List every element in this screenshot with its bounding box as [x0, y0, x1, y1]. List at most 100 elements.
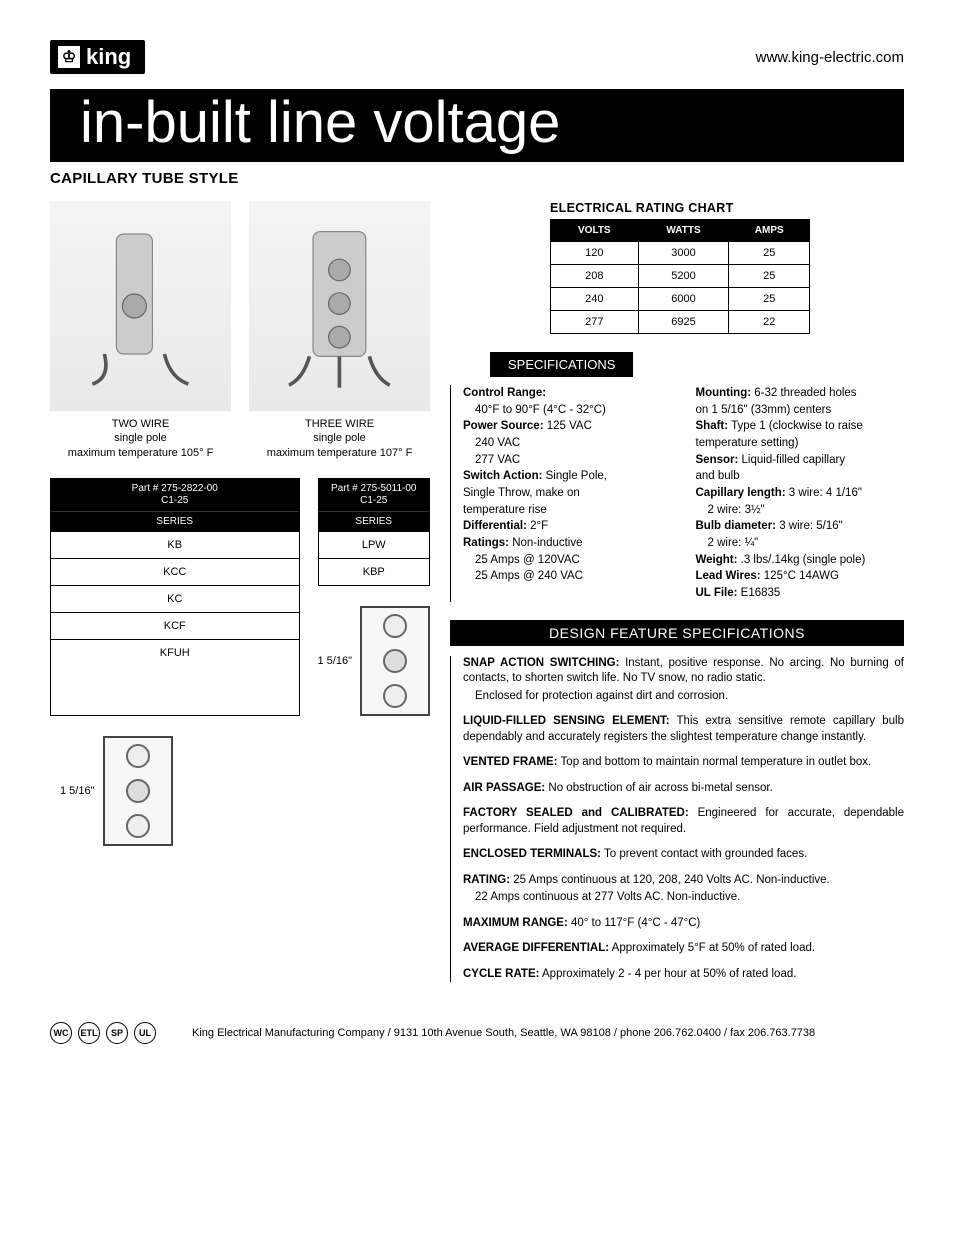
product-image-placeholder — [50, 201, 231, 411]
design-item: LIQUID-FILLED SENSING ELEMENT: This extr… — [463, 714, 904, 745]
series-part-header: Part # 275-2822-00 C1-25 — [51, 479, 299, 511]
series-row: KC — [51, 585, 299, 612]
rating-cell: 25 — [729, 242, 810, 265]
certification-icons: WCETLSPUL — [50, 1022, 156, 1044]
product-two-wire: TWO WIRE single pole maximum temperature… — [50, 201, 231, 460]
rating-row: 240600025 — [551, 288, 810, 311]
spec-line: 277 VAC — [463, 452, 672, 469]
product-label-line1: THREE WIRE — [249, 417, 430, 431]
page-title: in-built line voltage — [50, 89, 904, 162]
main-content: TWO WIRE single pole maximum temperature… — [50, 201, 904, 992]
rating-cell: 240 — [551, 288, 639, 311]
product-label-line3: maximum temperature 107° F — [249, 446, 430, 460]
specifications-block: Control Range:40°F to 90°F (4°C - 32°C)P… — [450, 385, 904, 602]
rating-cell: 25 — [729, 265, 810, 288]
design-item: RATING: 25 Amps continuous at 120, 208, … — [463, 873, 904, 889]
spec-item: Shaft: Type 1 (clockwise to raise — [696, 418, 905, 435]
design-subline: Enclosed for protection against dirt and… — [463, 689, 904, 705]
series-label-header: SERIES — [51, 511, 299, 531]
spec-line: 2 wire: ¼" — [696, 535, 905, 552]
product-label-line1: TWO WIRE — [50, 417, 231, 431]
rating-cell: 120 — [551, 242, 639, 265]
series-row: KBP — [319, 558, 430, 585]
spec-item: Differential: 2°F — [463, 518, 672, 535]
rating-cell: 3000 — [638, 242, 729, 265]
spec-line: 25 Amps @ 120VAC — [463, 552, 672, 569]
spec-item: Power Source: 125 VAC — [463, 418, 672, 435]
cert-icon: ETL — [78, 1022, 100, 1044]
spec-line: 240 VAC — [463, 435, 672, 452]
product-label-line2: single pole — [50, 431, 231, 445]
rating-header-cell: WATTS — [638, 220, 729, 242]
spec-item: Ratings: Non-inductive — [463, 535, 672, 552]
dimension-diagram-right: 1 5/16" — [318, 606, 431, 716]
product-label: TWO WIRE single pole maximum temperature… — [50, 417, 231, 460]
rating-chart-title: ELECTRICAL RATING CHART — [550, 201, 904, 215]
rating-row: 277692522 — [551, 311, 810, 334]
spec-column-left: Control Range:40°F to 90°F (4°C - 32°C)P… — [463, 385, 672, 602]
dimension-label: 1 5/16" — [60, 785, 95, 797]
series-row: KB — [51, 531, 299, 558]
spec-column-right: Mounting: 6-32 threaded holeson 1 5/16" … — [696, 385, 905, 602]
series-label-header: SERIES — [319, 511, 430, 531]
rating-cell: 6000 — [638, 288, 729, 311]
dimension-box-icon — [360, 606, 430, 716]
part-number-line1: Part # 275-5011-00 — [321, 483, 428, 495]
design-item: SNAP ACTION SWITCHING: Instant, positive… — [463, 656, 904, 687]
rating-chart-table: VOLTSWATTSAMPS 1203000252085200252406000… — [550, 219, 810, 334]
spec-item: Mounting: 6-32 threaded holes — [696, 385, 905, 402]
spec-line: 2 wire: 3½" — [696, 502, 905, 519]
website-url: www.king-electric.com — [756, 49, 904, 66]
spec-line: temperature rise — [463, 502, 672, 519]
design-item: AIR PASSAGE: No obstruction of air acros… — [463, 781, 904, 797]
rating-cell: 25 — [729, 288, 810, 311]
brand-text: king — [86, 44, 131, 70]
design-item: AVERAGE DIFFERENTIAL: Approximately 5°F … — [463, 941, 904, 957]
dimension-box-icon — [103, 736, 173, 846]
header-row: ♔ king www.king-electric.com — [50, 40, 904, 74]
design-features-block: SNAP ACTION SWITCHING: Instant, positive… — [450, 656, 904, 983]
spec-line: 40°F to 90°F (4°C - 32°C) — [463, 402, 672, 419]
design-item: MAXIMUM RANGE: 40° to 117°F (4°C - 47°C) — [463, 916, 904, 932]
spec-item: Bulb diameter: 3 wire: 5/16" — [696, 518, 905, 535]
subheading: CAPILLARY TUBE STYLE — [50, 170, 904, 187]
series-table-2: Part # 275-5011-00 C1-25 SERIES LPWKBP — [318, 478, 431, 586]
spec-line: and bulb — [696, 468, 905, 485]
spec-item: Capillary length: 3 wire: 4 1/16" — [696, 485, 905, 502]
product-image-placeholder — [249, 201, 430, 411]
rating-row: 120300025 — [551, 242, 810, 265]
product-three-wire: THREE WIRE single pole maximum temperatu… — [249, 201, 430, 460]
design-item: VENTED FRAME: Top and bottom to maintain… — [463, 755, 904, 771]
brand-logo: ♔ king — [50, 40, 145, 74]
spec-item: UL File: E16835 — [696, 585, 905, 602]
rating-cell: 277 — [551, 311, 639, 334]
spec-line: temperature setting) — [696, 435, 905, 452]
spec-line: on 1 5/16" (33mm) centers — [696, 402, 905, 419]
series-table-1: Part # 275-2822-00 C1-25 SERIES KBKCCKC K… — [50, 478, 300, 716]
design-item: CYCLE RATE: Approximately 2 - 4 per hour… — [463, 967, 904, 983]
rating-cell: 22 — [729, 311, 810, 334]
series-row: KCC — [51, 558, 299, 585]
right-column: ELECTRICAL RATING CHART VOLTSWATTSAMPS 1… — [450, 201, 904, 992]
design-features-header: DESIGN FEATURE SPECIFICATIONS — [450, 620, 904, 646]
rating-cell: 5200 — [638, 265, 729, 288]
spec-item: Lead Wires: 125°C 14AWG — [696, 568, 905, 585]
dimension-label: 1 5/16" — [318, 655, 353, 667]
specifications-header: SPECIFICATIONS — [490, 352, 633, 377]
series-part-header: Part # 275-5011-00 C1-25 — [319, 479, 430, 511]
part-number-line1: Part # 275-2822-00 — [53, 483, 297, 495]
logo-icon: ♔ — [58, 46, 80, 68]
product-label-line3: maximum temperature 105° F — [50, 446, 231, 460]
product-label-line2: single pole — [249, 431, 430, 445]
product-label: THREE WIRE single pole maximum temperatu… — [249, 417, 430, 460]
series-tables-row: Part # 275-2822-00 C1-25 SERIES KBKCCKC K… — [50, 478, 430, 716]
series-row: KFUH — [51, 639, 299, 666]
design-subline: 22 Amps continuous at 277 Volts AC. Non-… — [463, 890, 904, 906]
cert-icon: WC — [50, 1022, 72, 1044]
rating-row: 208520025 — [551, 265, 810, 288]
cert-icon: UL — [134, 1022, 156, 1044]
page-footer: WCETLSPUL King Electrical Manufacturing … — [50, 1022, 904, 1044]
series-row: LPW — [319, 531, 430, 558]
design-item: FACTORY SEALED and CALIBRATED: Engineere… — [463, 806, 904, 837]
product-images-row: TWO WIRE single pole maximum temperature… — [50, 201, 430, 460]
